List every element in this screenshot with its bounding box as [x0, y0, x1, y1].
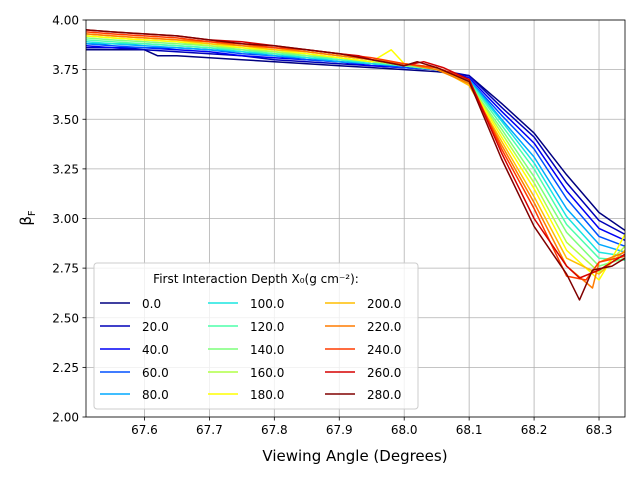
series-line-80-0	[86, 43, 625, 253]
legend-entry-label: 120.0	[250, 320, 284, 334]
legend-entry-label: 140.0	[250, 343, 284, 357]
legend-entry-label: 100.0	[250, 297, 284, 311]
x-tick-label: 67.7	[196, 423, 223, 437]
y-tick-label: 2.50	[52, 311, 79, 325]
x-tick-label: 68.0	[391, 423, 418, 437]
x-tick-label: 68.3	[586, 423, 613, 437]
x-tick-label: 68.2	[521, 423, 548, 437]
x-tick-label: 67.8	[261, 423, 288, 437]
legend-entry-label: 260.0	[367, 366, 401, 380]
legend-entry-label: 220.0	[367, 320, 401, 334]
series-line-0-0	[86, 49, 625, 232]
x-tick-label: 67.6	[131, 423, 158, 437]
y-tick-label: 2.00	[52, 411, 79, 425]
y-tick-label: 2.25	[52, 361, 79, 375]
series-line-220-0	[86, 33, 625, 289]
ticks: 67.6 67.7 67.8 67.9 68.0 68.1 68.2 68.3 2.00 2.25…	[52, 14, 612, 438]
x-tick-label: 68.1	[456, 423, 483, 437]
y-tick-label: 2.75	[52, 262, 79, 276]
series-line-40-0	[86, 45, 625, 241]
series-line-120-0	[86, 39, 625, 261]
legend-entry-label: 40.0	[142, 343, 169, 357]
y-tick-label: 3.00	[52, 212, 79, 226]
series-line-100-0	[86, 41, 625, 257]
y-axis-label: βF	[17, 210, 38, 226]
y-tick-label: 3.25	[52, 162, 79, 176]
y-tick-label: 3.50	[52, 113, 79, 127]
series-line-160-0	[86, 35, 625, 273]
series-line-240-0	[86, 31, 625, 281]
legend-entry-label: 80.0	[142, 388, 169, 402]
legend-entry-label: 180.0	[250, 388, 284, 402]
y-axis-label-main: β	[17, 216, 35, 226]
y-axis-label-sub: F	[27, 210, 38, 216]
legend-entry-label: 20.0	[142, 320, 169, 334]
legend: First Interaction Depth X₀(g cm⁻²): 0.0 20…	[93, 262, 419, 410]
x-axis-label: Viewing Angle (Degrees)	[262, 447, 447, 465]
legend-entry-label: 0.0	[142, 297, 161, 311]
series-line-280-0	[86, 29, 625, 301]
y-tick-label: 3.75	[52, 63, 79, 77]
legend-entry-label: 200.0	[367, 297, 401, 311]
x-tick-label: 67.9	[326, 423, 353, 437]
y-tick-label: 4.00	[52, 14, 79, 28]
legend-title: First Interaction Depth X₀(g cm⁻²):	[153, 272, 359, 286]
series-line-180-0	[86, 35, 625, 281]
legend-entry-label: 280.0	[367, 388, 401, 402]
series-lines	[86, 29, 625, 301]
legend-entry-label: 160.0	[250, 366, 284, 380]
legend-entry-label: 240.0	[367, 343, 401, 357]
legend-entry-label: 60.0	[142, 366, 169, 380]
series-line-20-0	[86, 47, 625, 236]
